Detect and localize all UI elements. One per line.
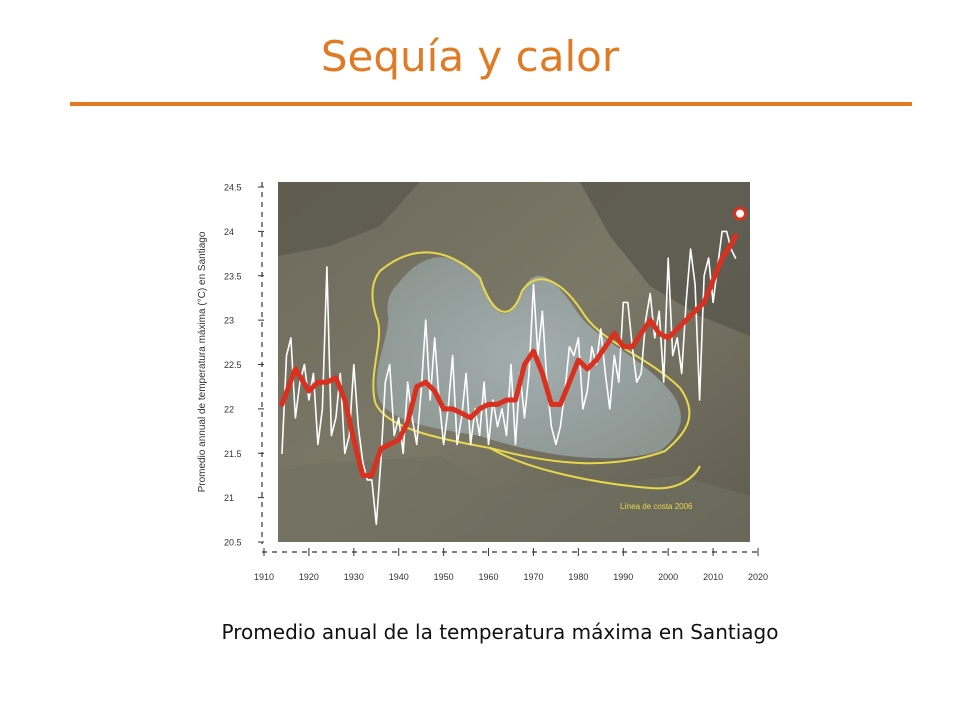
x-tick-label: 1980 xyxy=(568,572,588,582)
x-tick-label: 1970 xyxy=(523,572,543,582)
y-tick-label: 22.5 xyxy=(224,360,242,370)
mountain-shading xyxy=(278,182,420,256)
y-tick-label: 24.5 xyxy=(224,183,242,193)
x-tick-label: 2010 xyxy=(703,572,723,582)
x-tick-label: 1910 xyxy=(254,572,274,582)
x-tick-label: 2000 xyxy=(658,572,678,582)
x-tick-label: 1920 xyxy=(299,572,319,582)
y-axis-label: Promedio annual de temperatura máxima (°… xyxy=(197,231,208,492)
y-tick-label: 20.5 xyxy=(224,538,242,548)
smoothed-series-line xyxy=(279,233,738,478)
x-tick-label: 1950 xyxy=(434,572,454,582)
fields-texture xyxy=(278,456,750,542)
temperature-chart: Línea de costa 2006 20.5 21 21.5 22 22.5 23 23… xyxy=(197,182,768,582)
lake-outline xyxy=(371,251,691,465)
y-tick-label: 23 xyxy=(224,316,234,326)
y-tick-label: 22 xyxy=(224,404,234,414)
series-layer xyxy=(279,206,748,526)
latest-value-marker xyxy=(733,206,748,221)
axes: 20.5 21 21.5 22 22.5 23 23.5 24 24.5 1910 1920 1930… xyxy=(224,182,768,582)
x-tick-label: 1930 xyxy=(344,572,364,582)
title-underline xyxy=(70,102,912,106)
x-tick-label: 1940 xyxy=(389,572,409,582)
x-tick-label: 1960 xyxy=(479,572,499,582)
y-tick-label: 21 xyxy=(224,493,234,503)
y-tick-label: 23.5 xyxy=(224,271,242,281)
lake-outline-secondary xyxy=(489,447,701,490)
x-tick-label: 2020 xyxy=(748,572,768,582)
y-tick-label: 24 xyxy=(224,227,234,237)
x-tick-label: 1990 xyxy=(613,572,633,582)
chart-caption: Promedio anual de la temperatura máxima … xyxy=(221,620,779,644)
slide-title: Sequía y calor xyxy=(320,32,620,81)
shoreline-annotation: Línea de costa 2006 xyxy=(620,502,693,511)
y-tick-label: 21.5 xyxy=(224,449,242,459)
